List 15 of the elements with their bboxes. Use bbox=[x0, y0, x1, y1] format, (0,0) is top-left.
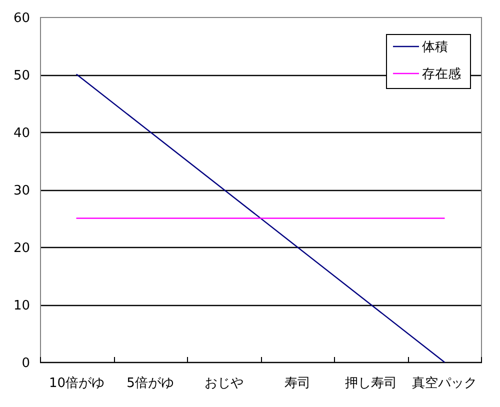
y-tick-label: 20 bbox=[13, 241, 30, 256]
x-tick-label: 10倍がゆ bbox=[48, 376, 105, 391]
x-tick-label: 寿司 bbox=[284, 376, 310, 391]
y-tick-label: 60 bbox=[13, 11, 30, 26]
y-tick-label: 0 bbox=[22, 356, 30, 371]
y-tick-label: 30 bbox=[13, 184, 30, 198]
y-tick-label: 10 bbox=[13, 298, 30, 314]
x-tick-label: 押し寿司 bbox=[344, 376, 397, 391]
x-tick-label: 5倍がゆ bbox=[126, 376, 174, 391]
legend-label: 存在感 bbox=[422, 67, 461, 82]
x-tick-label: おじや bbox=[204, 376, 244, 391]
legend-label: 体積 bbox=[422, 40, 448, 55]
x-tick-label: 真空パック bbox=[412, 376, 477, 391]
y-tick-label: 50 bbox=[13, 68, 30, 84]
y-tick-label: 40 bbox=[13, 126, 30, 141]
